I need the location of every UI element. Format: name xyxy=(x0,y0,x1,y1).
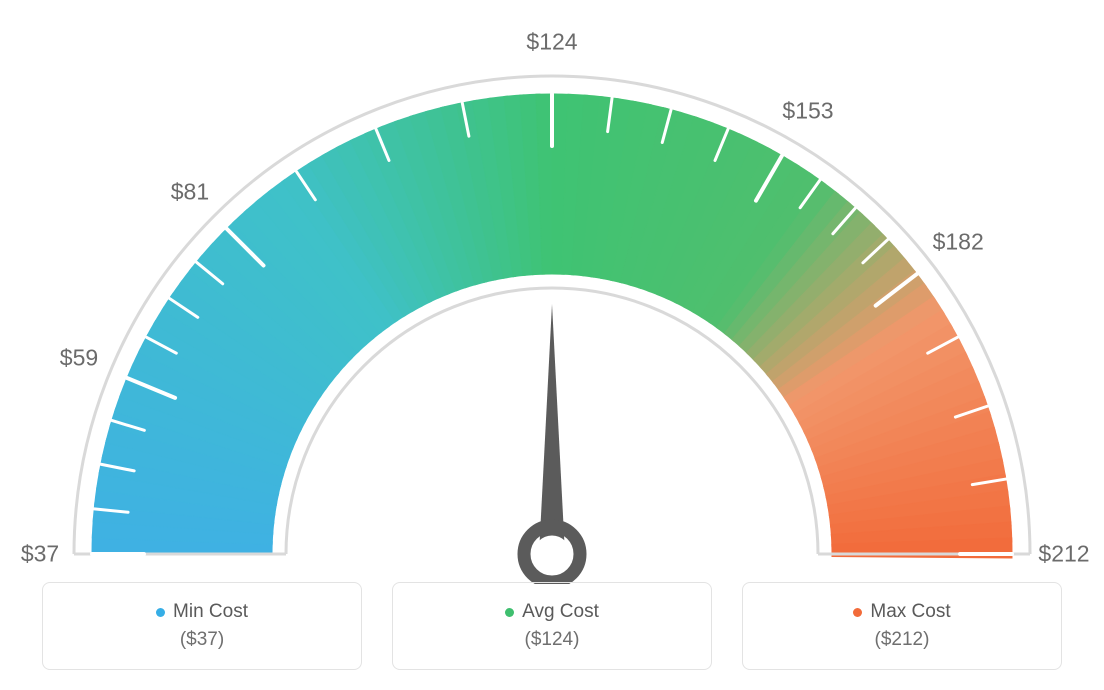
gauge-tick-label: $124 xyxy=(526,29,577,56)
legend-title-row: Max Cost xyxy=(853,601,950,623)
cost-gauge: $37$59$81$124$153$182$212 xyxy=(42,24,1062,584)
legend-title-avg: Avg Cost xyxy=(522,601,599,623)
legend-value-min: ($37) xyxy=(180,629,224,651)
legend-value-avg: ($124) xyxy=(525,629,580,651)
gauge-tick-label: $212 xyxy=(1038,541,1089,568)
dot-avg xyxy=(505,608,514,617)
gauge-tick-label: $153 xyxy=(782,97,833,124)
gauge-tick-label: $59 xyxy=(60,345,98,372)
legend-card-avg: Avg Cost ($124) xyxy=(392,582,712,670)
legend-title-max: Max Cost xyxy=(870,601,950,623)
legend-title-row: Min Cost xyxy=(156,601,248,623)
gauge-tick-label: $81 xyxy=(171,178,209,205)
legend-title-min: Min Cost xyxy=(173,601,248,623)
gauge-tick-label: $182 xyxy=(933,229,984,256)
legend-value-max: ($212) xyxy=(875,629,930,651)
dot-min xyxy=(156,608,165,617)
legend-row: Min Cost ($37) Avg Cost ($124) Max Cost … xyxy=(42,582,1062,670)
legend-title-row: Avg Cost xyxy=(505,601,599,623)
gauge-tick-label: $37 xyxy=(21,541,59,568)
gauge-svg xyxy=(42,24,1062,584)
dot-max xyxy=(853,608,862,617)
gauge-needle xyxy=(539,304,565,554)
legend-card-min: Min Cost ($37) xyxy=(42,582,362,670)
legend-card-max: Max Cost ($212) xyxy=(742,582,1062,670)
